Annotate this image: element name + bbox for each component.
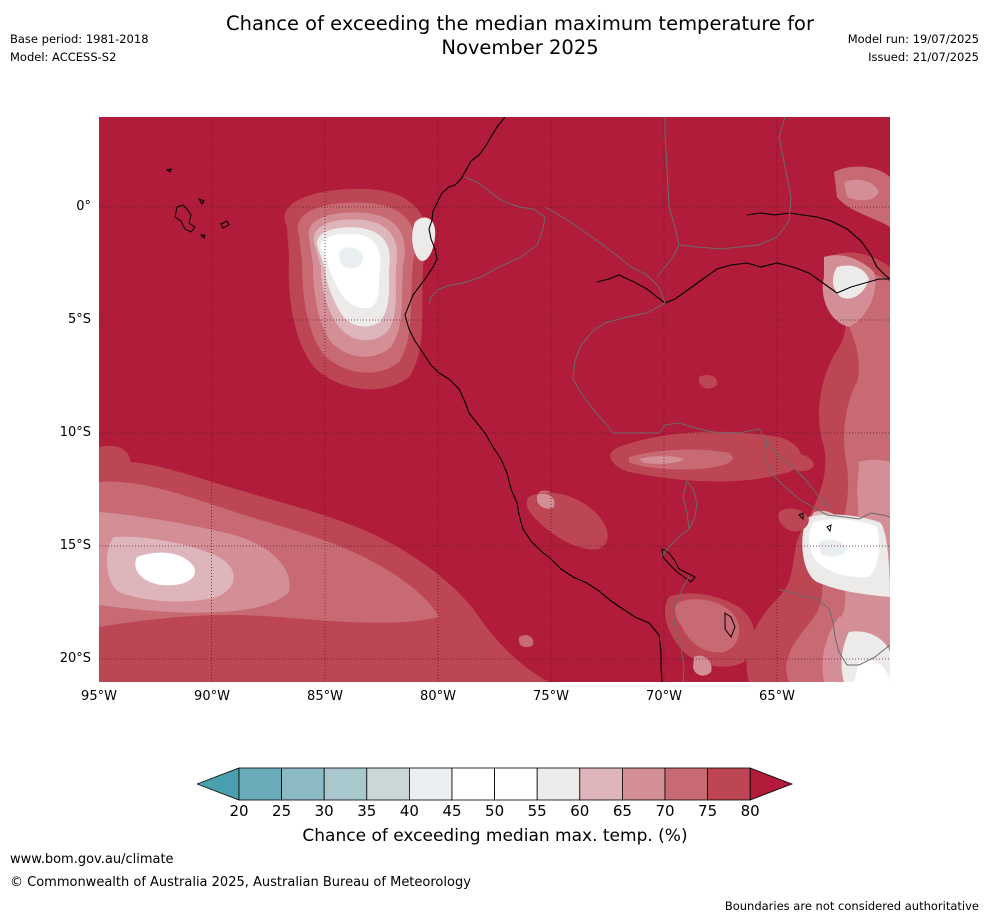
coastline	[404, 117, 663, 682]
anomaly-central	[519, 374, 814, 676]
colorbar-tick-50: 50	[485, 802, 505, 820]
galapagos-islands	[165, 168, 230, 239]
meta-left: Base period: 1981-2018 Model: ACCESS-S2	[10, 30, 149, 66]
colorbar-cell-30-35	[323, 767, 368, 801]
rio-negro	[746, 212, 890, 280]
colorbar-cell-55-60	[536, 767, 581, 801]
colorbar-tick-40: 40	[399, 802, 419, 820]
base-period-text: Base period: 1981-2018	[10, 32, 149, 46]
colorbar-cell-70-75	[664, 767, 708, 801]
colorbar-tick-80: 80	[740, 802, 760, 820]
colorbar-tick-45: 45	[442, 802, 462, 820]
lat-tick-10s: 10°S	[59, 425, 91, 440]
colorbar-arrow-low	[195, 767, 240, 801]
colorbar-cell-60-65	[579, 767, 623, 801]
lat-tick-15s: 15°S	[59, 538, 91, 553]
lon-tick-90w: 90°W	[194, 689, 230, 704]
colorbar-cell-20-25	[238, 767, 282, 801]
colorbar-tick-20: 20	[229, 802, 249, 820]
lake-poopo	[724, 512, 832, 639]
colorbar-tick-70: 70	[655, 802, 675, 820]
colorbar-cell-35-40	[366, 767, 410, 801]
colorbar-tick-65: 65	[612, 802, 632, 820]
lat-tick-0: 0°	[76, 199, 91, 214]
lon-tick-75w: 75°W	[533, 689, 569, 704]
colorbar-cell-25-30	[281, 767, 325, 801]
country-borders	[428, 117, 890, 682]
lon-tick-70w: 70°W	[646, 689, 682, 704]
colorbar-tick-75: 75	[698, 802, 718, 820]
colorbar-arrow-high	[749, 767, 794, 801]
lat-tick-5s: 5°S	[67, 312, 91, 327]
lon-tick-95w: 95°W	[81, 689, 117, 704]
colorbar-tick-55: 55	[527, 802, 547, 820]
colorbar-tick-25: 25	[272, 802, 292, 820]
colorbar-cell-40-45	[408, 767, 453, 801]
map-svg	[99, 117, 890, 682]
graticule	[99, 117, 890, 682]
lon-tick-65w: 65°W	[759, 689, 795, 704]
model-run-text: Model run: 19/07/2025	[847, 32, 979, 46]
colorbar-svg	[195, 767, 794, 801]
footer-copyright: © Commonwealth of Australia 2025, Austra…	[10, 875, 471, 890]
footer-url-link[interactable]: www.bom.gov.au/climate	[10, 852, 174, 867]
lon-tick-85w: 85°W	[307, 689, 343, 704]
lon-tick-80w: 80°W	[420, 689, 456, 704]
colorbar-cell-50-55	[494, 767, 538, 801]
map-title: Chance of exceeding the median maximum t…	[0, 12, 988, 60]
anomaly-east	[746, 166, 890, 682]
colorbar	[195, 767, 794, 801]
colorbar-cell-75-80	[707, 767, 751, 801]
colorbar-cell-65-70	[621, 767, 666, 801]
meta-right: Model run: 19/07/2025 Issued: 21/07/2025	[848, 30, 979, 66]
colorbar-tick-30: 30	[314, 802, 334, 820]
anomaly-pacific-north	[284, 188, 436, 390]
issued-text: Issued: 21/07/2025	[868, 50, 979, 64]
amazon-river	[596, 262, 890, 304]
lat-tick-20s: 20°S	[59, 651, 91, 666]
title-line-1: Chance of exceeding the median maximum t…	[225, 12, 815, 35]
model-text: Model: ACCESS-S2	[10, 50, 117, 64]
colorbar-cell-45-50	[451, 767, 495, 801]
title-line-2: November 2025	[441, 36, 599, 59]
colorbar-tick-60: 60	[570, 802, 590, 820]
anomaly-pacific-south	[99, 445, 555, 682]
footer-boundaries-note: Boundaries are not considered authoritat…	[724, 899, 979, 913]
map-panel	[99, 117, 890, 682]
colorbar-label: Chance of exceeding median max. temp. (%…	[302, 826, 688, 846]
colorbar-tick-35: 35	[357, 802, 377, 820]
lake-titicaca	[661, 548, 696, 583]
